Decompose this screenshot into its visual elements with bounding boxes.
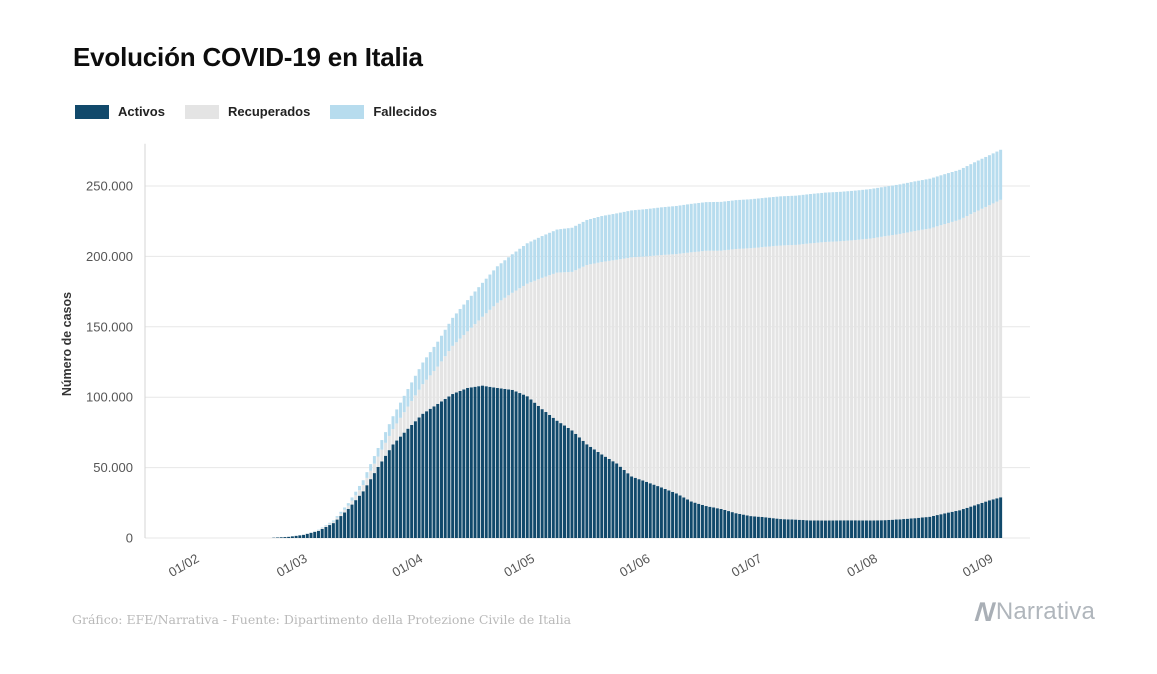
narrativa-n-icon: N — [973, 597, 997, 627]
legend-swatch — [184, 104, 219, 119]
legend-swatch — [330, 104, 365, 119]
narrativa-wordmark: Narrativa — [995, 598, 1095, 626]
svg-text:01/02: 01/02 — [166, 551, 202, 580]
source-credit: Gráfico: EFE/Narrativa - Fuente: Diparti… — [72, 612, 572, 627]
narrativa-logo: N Narrativa — [973, 597, 1095, 627]
svg-text:150.000: 150.000 — [86, 319, 133, 334]
svg-text:01/08: 01/08 — [844, 551, 880, 580]
svg-text:01/07: 01/07 — [729, 551, 765, 580]
legend-item-activos: Activos — [75, 104, 165, 119]
legend-label: Activos — [118, 104, 165, 119]
chart-legend: Activos Recuperados Fallecidos — [75, 104, 437, 119]
legend-label: Fallecidos — [373, 104, 437, 119]
svg-text:50.000: 50.000 — [93, 460, 133, 475]
svg-text:250.000: 250.000 — [86, 179, 133, 194]
svg-text:01/06: 01/06 — [617, 551, 653, 580]
svg-text:01/03: 01/03 — [274, 551, 310, 580]
legend-label: Recuperados — [227, 104, 311, 119]
legend-swatch — [75, 104, 109, 119]
svg-text:01/09: 01/09 — [960, 551, 996, 580]
legend-item-recuperados: Recuperados — [184, 104, 311, 119]
svg-text:200.000: 200.000 — [86, 249, 133, 264]
svg-text:0: 0 — [126, 531, 133, 546]
svg-text:01/05: 01/05 — [501, 551, 537, 580]
svg-text:01/04: 01/04 — [389, 551, 425, 580]
legend-item-fallecidos: Fallecidos — [330, 104, 437, 119]
svg-text:100.000: 100.000 — [86, 390, 133, 405]
chart-title: Evolución COVID-19 en Italia — [73, 42, 423, 72]
